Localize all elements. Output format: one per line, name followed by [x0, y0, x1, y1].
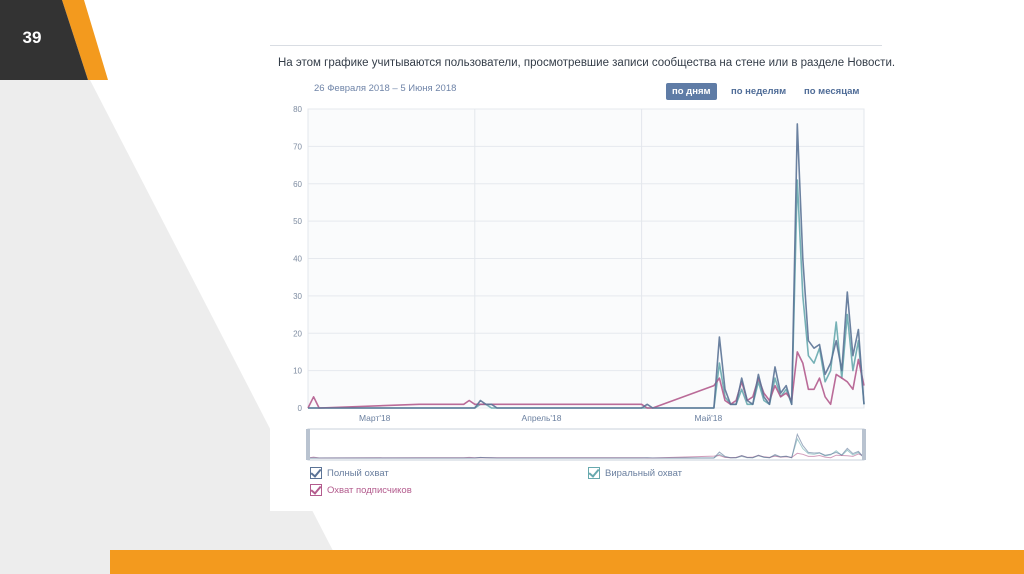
y-tick-label: 70 — [293, 142, 302, 151]
x-tick-label: Апрель'18 — [522, 413, 562, 423]
y-tick-label: 40 — [293, 255, 302, 264]
checkbox-icon[interactable] — [310, 467, 322, 479]
y-tick-label: 50 — [293, 217, 302, 226]
checkbox-icon[interactable] — [310, 484, 322, 496]
chart-caption: На этом графике учитываются пользователи… — [278, 57, 896, 69]
period-weeks-button[interactable]: по неделям — [731, 86, 787, 97]
gray-diagonal-shape — [0, 80, 345, 574]
period-days-button[interactable]: по дням — [666, 83, 717, 100]
y-tick-label: 0 — [298, 404, 303, 413]
date-range-picker[interactable]: 26 Февраля 2018 – 5 Июня 2018 — [314, 83, 457, 94]
legend-label: Охват подписчиков — [327, 484, 412, 496]
legend-item-subscriber-reach[interactable]: Охват подписчиков — [310, 484, 412, 496]
bottom-orange-bar — [110, 550, 1024, 574]
y-tick-label: 20 — [293, 329, 302, 338]
slide-number-box — [0, 0, 88, 80]
legend-label: Виральный охват — [605, 467, 683, 479]
y-tick-label: 10 — [293, 367, 302, 376]
navigator-frame — [307, 428, 865, 461]
checkbox-icon[interactable] — [588, 467, 600, 479]
x-tick-label: Март'18 — [359, 413, 391, 423]
legend-label: Полный охват — [327, 467, 389, 479]
y-tick-label: 30 — [293, 292, 302, 301]
navigator-right-handle — [862, 429, 866, 460]
slide-number: 39 — [22, 28, 42, 47]
x-tick-label: Май'18 — [694, 413, 722, 423]
period-months-button[interactable]: по месяцам — [804, 86, 860, 97]
navigator-left-handle — [306, 429, 310, 460]
y-tick-label: 60 — [293, 180, 302, 189]
bottom-gray-band — [0, 550, 120, 574]
legend-item-full-reach[interactable]: Полный охват — [310, 467, 389, 479]
reach-line-chart[interactable]: 0 10 20 30 40 50 60 70 80 Март'18 Апрель'18 Май'18 — [270, 46, 882, 511]
orange-accent-shape — [62, 0, 108, 80]
series-line-1 — [308, 179, 865, 409]
series-line-0 — [308, 123, 865, 409]
navigator-line-0 — [308, 432, 865, 459]
legend-item-viral-reach[interactable]: Виральный охват — [588, 467, 682, 479]
y-tick-label: 80 — [293, 105, 302, 114]
stats-panel: На этом графике учитываются пользователи… — [270, 45, 895, 511]
